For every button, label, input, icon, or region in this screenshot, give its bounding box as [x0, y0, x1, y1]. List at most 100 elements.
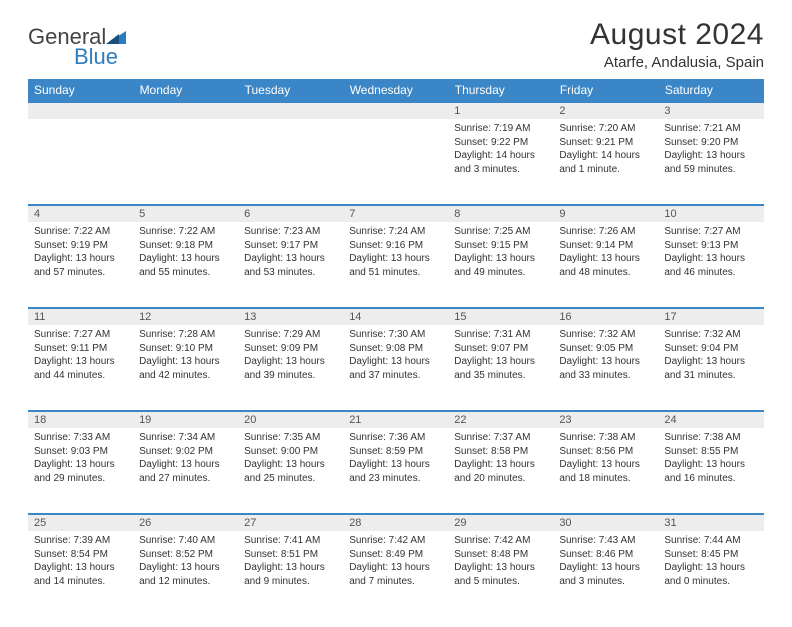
- day-number-cell: 12: [133, 308, 238, 325]
- daynum-row: 18192021222324: [28, 411, 764, 428]
- content-row: Sunrise: 7:39 AMSunset: 8:54 PMDaylight:…: [28, 531, 764, 617]
- daylight-line: Daylight: 13 hours: [559, 252, 652, 266]
- day-content-cell: Sunrise: 7:28 AMSunset: 9:10 PMDaylight:…: [133, 325, 238, 411]
- day-content-cell: Sunrise: 7:43 AMSunset: 8:46 PMDaylight:…: [553, 531, 658, 617]
- daylight-line: and 3 minutes.: [559, 575, 652, 589]
- sun-time: Sunrise: 7:31 AM: [454, 328, 547, 342]
- day-number-cell: 25: [28, 514, 133, 531]
- weekday-header-row: Sunday Monday Tuesday Wednesday Thursday…: [28, 79, 764, 102]
- daylight-line: and 27 minutes.: [139, 472, 232, 486]
- sun-time: Sunrise: 7:22 AM: [139, 225, 232, 239]
- day-content-cell: Sunrise: 7:31 AMSunset: 9:07 PMDaylight:…: [448, 325, 553, 411]
- day-number-cell: 9: [553, 205, 658, 222]
- sun-time: Sunset: 9:20 PM: [664, 136, 757, 150]
- day-content-cell: Sunrise: 7:42 AMSunset: 8:49 PMDaylight:…: [343, 531, 448, 617]
- sun-time: Sunset: 8:58 PM: [454, 445, 547, 459]
- daylight-line: Daylight: 13 hours: [34, 561, 127, 575]
- header: General Blue August 2024 Atarfe, Andalus…: [28, 18, 764, 71]
- day-content-cell: [28, 119, 133, 205]
- daylight-line: Daylight: 13 hours: [139, 252, 232, 266]
- day-number-cell: 7: [343, 205, 448, 222]
- daylight-line: and 39 minutes.: [244, 369, 337, 383]
- sun-time: Sunrise: 7:30 AM: [349, 328, 442, 342]
- sun-time: Sunrise: 7:39 AM: [34, 534, 127, 548]
- daylight-line: and 53 minutes.: [244, 266, 337, 280]
- day-number-cell: 19: [133, 411, 238, 428]
- sun-time: Sunrise: 7:22 AM: [34, 225, 127, 239]
- sun-time: Sunset: 9:05 PM: [559, 342, 652, 356]
- sun-time: Sunset: 8:52 PM: [139, 548, 232, 562]
- daylight-line: Daylight: 13 hours: [454, 252, 547, 266]
- sun-time: Sunrise: 7:36 AM: [349, 431, 442, 445]
- day-content-cell: Sunrise: 7:38 AMSunset: 8:55 PMDaylight:…: [658, 428, 763, 514]
- sun-time: Sunrise: 7:37 AM: [454, 431, 547, 445]
- day-content-cell: Sunrise: 7:25 AMSunset: 9:15 PMDaylight:…: [448, 222, 553, 308]
- sun-time: Sunset: 9:03 PM: [34, 445, 127, 459]
- day-content-cell: Sunrise: 7:32 AMSunset: 9:04 PMDaylight:…: [658, 325, 763, 411]
- daylight-line: Daylight: 13 hours: [34, 252, 127, 266]
- day-content-cell: Sunrise: 7:36 AMSunset: 8:59 PMDaylight:…: [343, 428, 448, 514]
- day-number-cell: [28, 102, 133, 119]
- sun-time: Sunset: 9:08 PM: [349, 342, 442, 356]
- day-number-cell: 16: [553, 308, 658, 325]
- logo: General Blue: [28, 18, 126, 70]
- sun-time: Sunset: 9:14 PM: [559, 239, 652, 253]
- sun-time: Sunrise: 7:23 AM: [244, 225, 337, 239]
- daylight-line: Daylight: 13 hours: [559, 458, 652, 472]
- daylight-line: and 25 minutes.: [244, 472, 337, 486]
- sun-time: Sunrise: 7:32 AM: [664, 328, 757, 342]
- daynum-row: 25262728293031: [28, 514, 764, 531]
- sun-time: Sunrise: 7:35 AM: [244, 431, 337, 445]
- sun-time: Sunset: 9:15 PM: [454, 239, 547, 253]
- daylight-line: Daylight: 13 hours: [664, 149, 757, 163]
- weekday-header: Friday: [553, 79, 658, 102]
- sun-time: Sunset: 9:07 PM: [454, 342, 547, 356]
- day-content-cell: Sunrise: 7:20 AMSunset: 9:21 PMDaylight:…: [553, 119, 658, 205]
- day-number-cell: 2: [553, 102, 658, 119]
- daylight-line: and 23 minutes.: [349, 472, 442, 486]
- daylight-line: and 59 minutes.: [664, 163, 757, 177]
- sun-time: Sunrise: 7:43 AM: [559, 534, 652, 548]
- weekday-header: Monday: [133, 79, 238, 102]
- daylight-line: Daylight: 13 hours: [454, 458, 547, 472]
- sun-time: Sunrise: 7:27 AM: [664, 225, 757, 239]
- day-content-cell: Sunrise: 7:38 AMSunset: 8:56 PMDaylight:…: [553, 428, 658, 514]
- daylight-line: Daylight: 13 hours: [244, 252, 337, 266]
- sun-time: Sunrise: 7:34 AM: [139, 431, 232, 445]
- sun-time: Sunrise: 7:44 AM: [664, 534, 757, 548]
- sun-time: Sunset: 9:00 PM: [244, 445, 337, 459]
- day-content-cell: Sunrise: 7:21 AMSunset: 9:20 PMDaylight:…: [658, 119, 763, 205]
- day-number-cell: 23: [553, 411, 658, 428]
- day-content-cell: Sunrise: 7:26 AMSunset: 9:14 PMDaylight:…: [553, 222, 658, 308]
- daylight-line: and 31 minutes.: [664, 369, 757, 383]
- sun-time: Sunset: 9:11 PM: [34, 342, 127, 356]
- daylight-line: and 48 minutes.: [559, 266, 652, 280]
- day-number-cell: 10: [658, 205, 763, 222]
- daylight-line: Daylight: 13 hours: [34, 458, 127, 472]
- sun-time: Sunrise: 7:33 AM: [34, 431, 127, 445]
- sun-time: Sunrise: 7:28 AM: [139, 328, 232, 342]
- daylight-line: Daylight: 13 hours: [664, 355, 757, 369]
- sun-time: Sunset: 9:18 PM: [139, 239, 232, 253]
- location: Atarfe, Andalusia, Spain: [590, 54, 764, 71]
- daylight-line: and 57 minutes.: [34, 266, 127, 280]
- daylight-line: Daylight: 14 hours: [559, 149, 652, 163]
- daylight-line: Daylight: 13 hours: [454, 561, 547, 575]
- day-number-cell: 3: [658, 102, 763, 119]
- daylight-line: and 29 minutes.: [34, 472, 127, 486]
- daylight-line: and 3 minutes.: [454, 163, 547, 177]
- daylight-line: Daylight: 13 hours: [664, 561, 757, 575]
- daylight-line: and 51 minutes.: [349, 266, 442, 280]
- day-content-cell: Sunrise: 7:34 AMSunset: 9:02 PMDaylight:…: [133, 428, 238, 514]
- sun-time: Sunset: 8:48 PM: [454, 548, 547, 562]
- day-number-cell: 31: [658, 514, 763, 531]
- day-number-cell: 4: [28, 205, 133, 222]
- day-content-cell: Sunrise: 7:41 AMSunset: 8:51 PMDaylight:…: [238, 531, 343, 617]
- daylight-line: and 0 minutes.: [664, 575, 757, 589]
- day-content-cell: Sunrise: 7:22 AMSunset: 9:19 PMDaylight:…: [28, 222, 133, 308]
- sun-time: Sunrise: 7:38 AM: [664, 431, 757, 445]
- day-number-cell: 20: [238, 411, 343, 428]
- day-content-cell: Sunrise: 7:44 AMSunset: 8:45 PMDaylight:…: [658, 531, 763, 617]
- sun-time: Sunrise: 7:40 AM: [139, 534, 232, 548]
- sun-time: Sunset: 8:56 PM: [559, 445, 652, 459]
